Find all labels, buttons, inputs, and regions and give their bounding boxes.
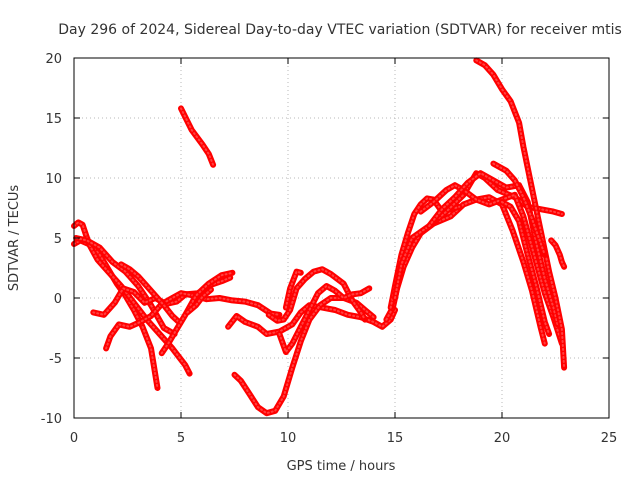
- series-markers-s2: [73, 221, 191, 375]
- x-axis-label: GPS time / hours: [287, 459, 396, 474]
- x-tick-label: 5: [177, 431, 185, 446]
- x-tick-label: 25: [601, 431, 618, 446]
- series-markers-s8: [186, 288, 212, 314]
- series-markers-s13: [278, 285, 371, 353]
- y-tick-label: 0: [54, 292, 62, 307]
- y-tick-label: 20: [45, 52, 62, 67]
- x-tick-label: 15: [387, 431, 404, 446]
- x-tick-label: 0: [70, 431, 78, 446]
- x-tick-label: 20: [494, 431, 511, 446]
- series-markers-s20: [475, 59, 566, 369]
- series-markers-s7: [160, 271, 234, 355]
- series-markers-s6: [120, 263, 180, 323]
- chart-title: Day 296 of 2024, Sidereal Day-to-day VTE…: [58, 22, 622, 38]
- series-markers-s3: [75, 237, 176, 335]
- series-markers-s12: [267, 268, 366, 322]
- series-markers-s14: [284, 270, 302, 309]
- series-markers-s23: [550, 239, 566, 268]
- series-markers-s21: [492, 162, 546, 256]
- series-markers-s10: [227, 304, 396, 335]
- series-markers-s9: [180, 107, 215, 166]
- axis-ticks: 0 5 10 15 20 25 -10 -5 0 5 10 15 20: [41, 52, 618, 446]
- series-markers-s19: [428, 172, 559, 326]
- y-tick-label: -5: [49, 352, 62, 367]
- data-series: [71, 57, 568, 417]
- y-tick-label: 10: [45, 172, 62, 187]
- series-markers-s18: [419, 184, 563, 345]
- series-markers-s5: [105, 292, 281, 350]
- series-markers-s22: [501, 201, 551, 335]
- y-tick-label: 15: [45, 112, 62, 127]
- y-tick-label: -10: [41, 412, 62, 427]
- x-tick-label: 10: [280, 431, 297, 446]
- y-tick-label: 5: [54, 232, 62, 247]
- y-axis-label: SDTVAR / TECUs: [7, 185, 22, 292]
